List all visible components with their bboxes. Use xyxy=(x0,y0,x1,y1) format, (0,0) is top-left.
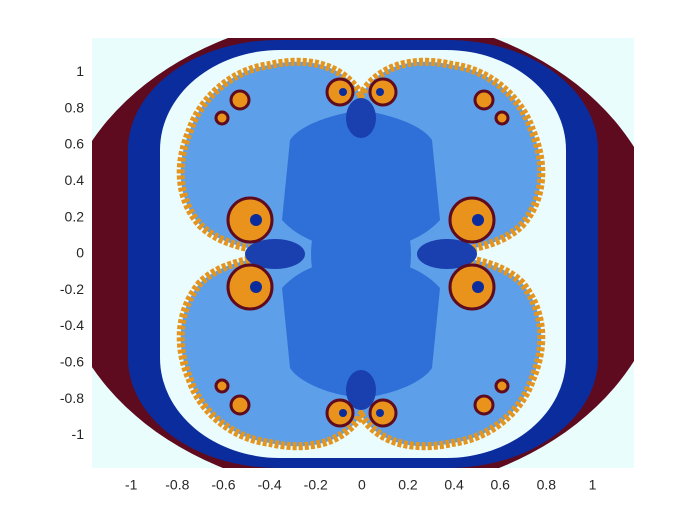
x-tick-label: 0.6 xyxy=(490,477,510,493)
x-tick-label: 0.2 xyxy=(398,477,418,493)
x-tick-label: 0.4 xyxy=(444,477,464,493)
y-tick-label: -0.8 xyxy=(60,390,84,406)
x-tick-label: -0.8 xyxy=(165,477,189,493)
y-tick-label: -0.2 xyxy=(60,281,84,297)
cusp xyxy=(245,239,305,269)
y-tick-label: 0.2 xyxy=(65,208,85,224)
x-tick-label: -1 xyxy=(125,477,138,493)
cusp xyxy=(346,98,376,138)
y-tick-label: 0.8 xyxy=(65,99,85,115)
x-tick-label: -0.4 xyxy=(258,477,282,493)
y-tick-label: 0 xyxy=(76,245,84,261)
y-tick-label: -0.6 xyxy=(60,353,84,369)
x-tick-label: -0.6 xyxy=(211,477,235,493)
inner-region xyxy=(311,184,411,324)
y-tick-label: 0.4 xyxy=(65,172,85,188)
y-tick-label: -0.4 xyxy=(60,317,84,333)
inner-region xyxy=(282,110,440,398)
x-tick-label: -0.2 xyxy=(304,477,328,493)
x-tick-label: 1 xyxy=(589,477,597,493)
y-tick-label: 1 xyxy=(76,63,84,79)
cusp xyxy=(417,239,477,269)
y-tick-label: -1 xyxy=(72,426,85,442)
y-tick-label: 0.6 xyxy=(65,136,85,152)
fractal-image xyxy=(92,38,634,468)
x-tick-label: 0.8 xyxy=(537,477,557,493)
x-tick-label: 0 xyxy=(358,477,366,493)
cusp xyxy=(346,370,376,410)
spirals xyxy=(214,77,510,428)
